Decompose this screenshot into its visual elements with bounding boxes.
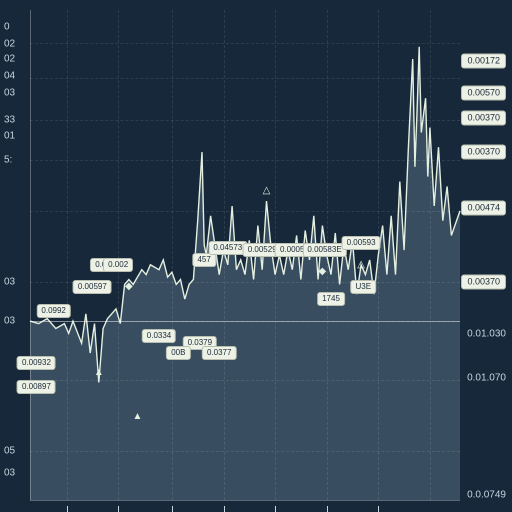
price-label: 0.04573: [208, 241, 247, 255]
y-axis: [30, 10, 31, 500]
grid-line-vertical: [275, 10, 277, 500]
y-tick-label-left: 02: [4, 54, 15, 65]
price-label-right: 0.00370: [461, 274, 506, 289]
y-tick-label-left: 03: [4, 88, 15, 99]
grid-line-vertical: [327, 10, 329, 500]
marker-diamond-icon: ◆: [125, 282, 133, 292]
y-tick-label-left: 03: [4, 316, 15, 327]
price-label: 0.00593: [342, 236, 381, 250]
y-tick-label-right: 0.0.0749: [467, 490, 506, 501]
y-tick-label-left: 0: [4, 22, 10, 33]
grid-line-horizontal: [30, 282, 460, 284]
marker-up-icon: ▲: [133, 412, 143, 422]
price-label-right: 0.00172: [461, 54, 506, 69]
marker-up-outline-icon: △: [357, 260, 365, 270]
y-tick-label-left: 03: [4, 276, 15, 287]
x-tick: [275, 506, 276, 512]
price-label-right: 0.00474: [461, 201, 506, 216]
y-tick-label-left: 01: [4, 131, 15, 142]
reference-line: [30, 321, 460, 322]
series-area: [30, 47, 460, 500]
x-tick: [118, 506, 119, 512]
y-tick-label-right: 0.01.030: [467, 328, 506, 339]
price-label-right: 0.00570: [461, 86, 506, 101]
grid-line-horizontal: [30, 120, 460, 122]
price-label: 00B: [166, 346, 190, 360]
y-tick-label-right: 0.01.070: [467, 372, 506, 383]
x-tick: [172, 506, 173, 512]
price-chart[interactable]: 0 02 02 04 03 33 01 5: 03 03 05 03 0.01.030 0.01.070 0…: [0, 0, 512, 512]
y-tick-label-left: 5:: [4, 154, 12, 165]
price-label: 0.00058: [275, 243, 314, 257]
x-tick: [224, 506, 225, 512]
price-label: 0.002: [90, 258, 120, 272]
price-label: 1745: [317, 292, 345, 306]
grid-line-horizontal: [30, 211, 460, 213]
marker-up-outline-icon: △: [263, 186, 271, 196]
x-tick: [67, 506, 68, 512]
price-label: 0.00583E: [302, 243, 346, 257]
x-tick: [378, 506, 379, 512]
grid-line-vertical: [172, 10, 174, 500]
price-label: 0.0377: [202, 346, 236, 360]
price-label-right: 0.00370: [461, 145, 506, 160]
marker-diamond-icon: ◆: [319, 267, 327, 277]
grid-line-horizontal: [30, 160, 460, 162]
y-tick-label-left: 04: [4, 71, 15, 82]
grid-line-vertical: [378, 10, 380, 500]
grid-line-horizontal: [30, 380, 460, 382]
grid-line-horizontal: [30, 43, 460, 45]
price-label-right: 0.00370: [461, 110, 506, 125]
x-axis: [30, 500, 460, 501]
y-tick-label-left: 33: [4, 115, 15, 126]
grid-line-horizontal: [30, 78, 460, 80]
grid-line-vertical: [118, 10, 120, 500]
price-label: 0.00932: [17, 356, 56, 370]
price-label: 0.0379: [183, 336, 217, 350]
grid-line-vertical: [430, 10, 432, 500]
marker-up-icon: ▲: [94, 368, 104, 378]
y-tick-label-left: 03: [4, 468, 15, 479]
grid-line-horizontal: [30, 451, 460, 453]
price-label: 457: [192, 253, 215, 267]
x-tick: [327, 506, 328, 512]
series-line: [30, 47, 460, 383]
grid-line-vertical: [224, 10, 226, 500]
y-tick-label-left: 05: [4, 446, 15, 457]
y-tick-label-left: 02: [4, 39, 15, 50]
grid-line-vertical: [67, 10, 69, 500]
